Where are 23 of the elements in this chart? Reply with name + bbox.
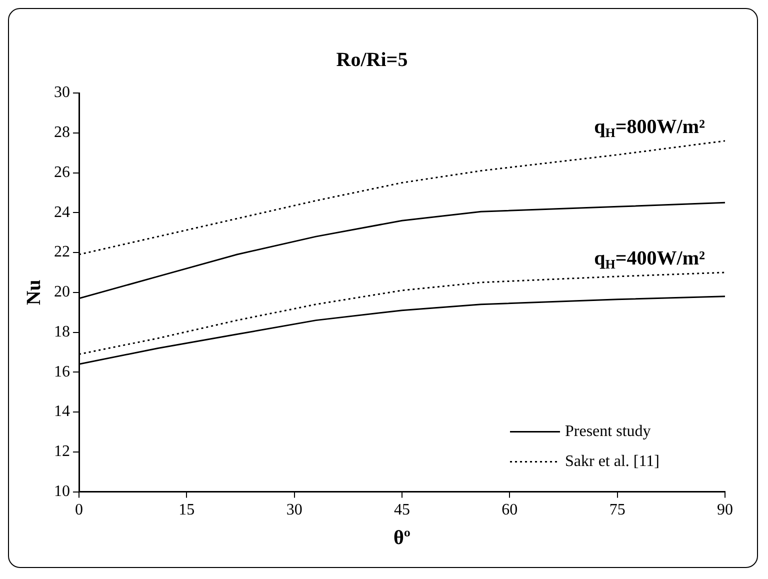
y-tick-label: 14 (54, 403, 70, 420)
legend-label: Sakr et al. [11] (565, 453, 660, 470)
legend-label: Present study (565, 423, 651, 440)
y-tick-label: 18 (54, 323, 70, 340)
x-tick-label: 90 (717, 502, 733, 519)
x-tick-label: 0 (75, 502, 83, 519)
y-tick-label: 24 (54, 204, 70, 221)
x-tick-label: 15 (178, 502, 195, 519)
x-tick-label: 45 (394, 502, 410, 519)
y-tick-label: 28 (54, 124, 70, 142)
y-tick-label: 12 (54, 443, 70, 460)
chart-title: Ro/Ri=5 (336, 49, 408, 72)
y-tick-label: 22 (54, 244, 70, 261)
y-tick-label: 20 (54, 284, 70, 301)
y-tick-label: 10 (54, 483, 70, 500)
x-tick-label: 75 (609, 502, 626, 519)
y-tick-label: 30 (54, 84, 70, 102)
y-axis-title: Nu (23, 280, 46, 306)
x-tick-label: 60 (502, 502, 518, 519)
y-tick-label: 16 (54, 363, 70, 380)
x-axis-title: θº (393, 527, 411, 550)
y-tick-label: 26 (54, 164, 70, 181)
x-tick-label: 30 (286, 502, 302, 519)
